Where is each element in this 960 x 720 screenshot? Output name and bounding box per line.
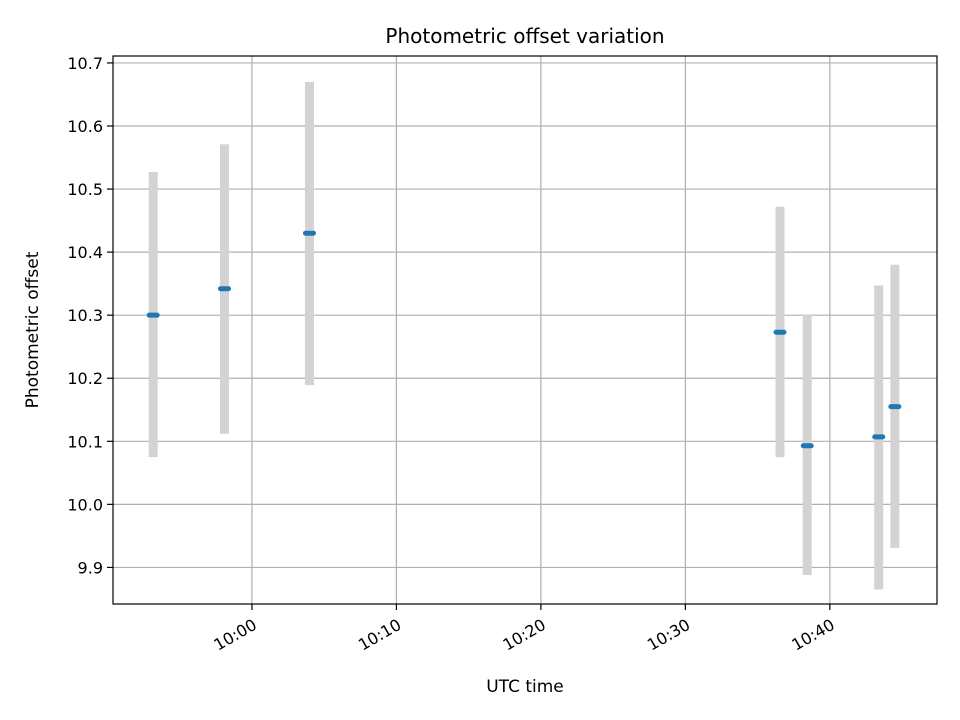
x-axis-label: UTC time [486, 677, 564, 697]
y-tick-label: 10.7 [67, 54, 103, 73]
y-axis-ticks: 9.9 10.0 10.1 10.2 10.3 10.4 10.5 10.6 10.7 [67, 54, 113, 577]
chart-title: Photometric offset variation [385, 24, 664, 48]
y-tick-label: 10.3 [67, 306, 103, 325]
grid [113, 56, 937, 604]
y-axis-label: Photometric offset [23, 251, 43, 408]
plot-frame [112, 55, 938, 605]
data-points [146, 230, 902, 449]
y-tick-label: 9.9 [78, 558, 103, 577]
y-tick-label: 10.5 [67, 180, 103, 199]
y-tick-label: 10.2 [67, 369, 103, 388]
y-tick-label: 10.4 [67, 243, 103, 262]
y-tick-label: 10.6 [67, 117, 103, 136]
y-tick-label: 10.1 [67, 432, 103, 451]
y-tick-label: 10.0 [67, 495, 103, 514]
